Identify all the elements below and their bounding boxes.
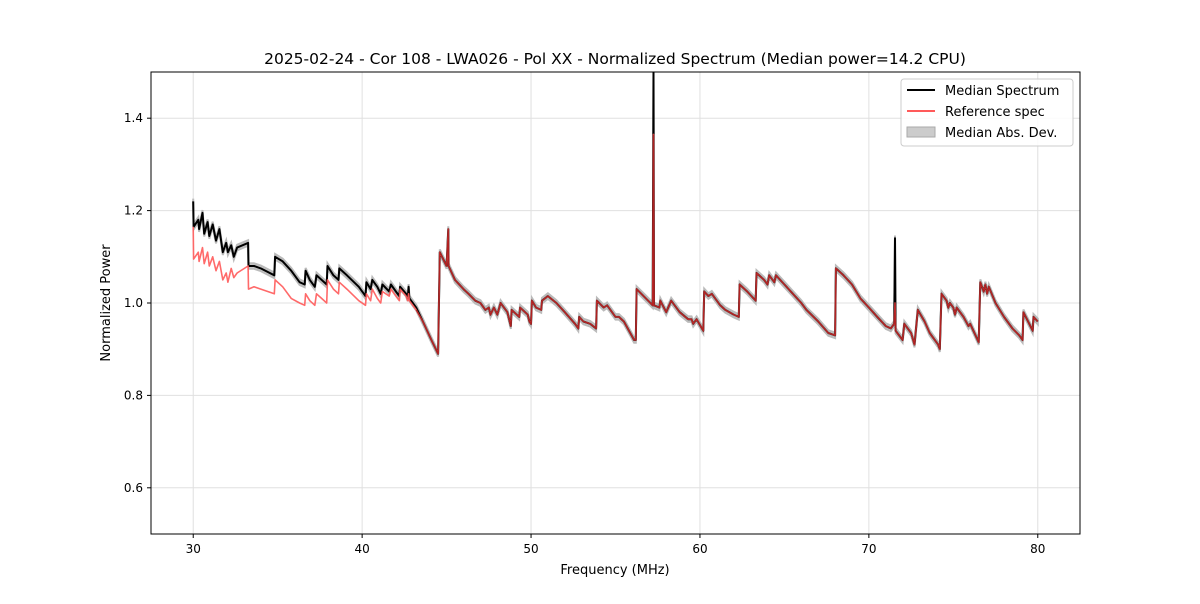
- x-tick-label: 30: [186, 542, 201, 556]
- axis-ticks: 30 40 50 60 70 80 0.6 0.8 1.0 1.2 1.4: [124, 111, 1046, 556]
- x-tick-label: 80: [1030, 542, 1045, 556]
- overlap-line: [415, 134, 1039, 355]
- legend-mad-swatch: [906, 126, 936, 138]
- y-tick-label: 0.6: [124, 481, 143, 495]
- legend-mad-label: Median Abs. Dev.: [945, 126, 1057, 141]
- legend: Median Spectrum Reference spec Median Ab…: [900, 78, 1074, 147]
- x-tick-label: 40: [354, 542, 369, 556]
- legend-median-label: Median Spectrum: [945, 84, 1059, 99]
- y-tick-label: 1.2: [124, 204, 143, 218]
- x-tick-label: 60: [692, 542, 707, 556]
- y-axis-label: Normalized Power: [99, 244, 114, 362]
- y-tick-label: 1.0: [124, 296, 143, 310]
- legend-reference-label: Reference spec: [945, 105, 1045, 120]
- plot-series: [192, 72, 1039, 358]
- x-tick-label: 50: [523, 542, 538, 556]
- y-tick-label: 0.8: [124, 388, 143, 402]
- x-axis-label: Frequency (MHz): [560, 563, 669, 578]
- legend-box: [900, 78, 1074, 147]
- chart-title: 2025-02-24 - Cor 108 - LWA026 - Pol XX -…: [264, 50, 966, 68]
- y-tick-label: 1.4: [124, 111, 143, 125]
- x-tick-label: 70: [861, 542, 876, 556]
